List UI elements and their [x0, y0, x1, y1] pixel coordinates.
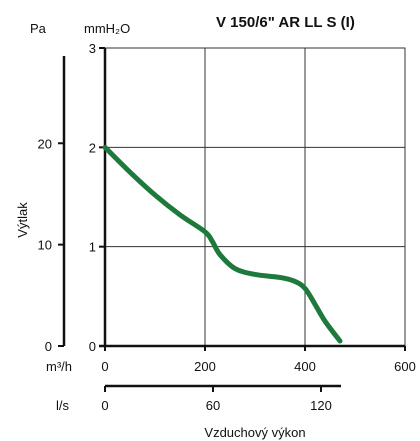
- ls-unit-label: l/s: [56, 398, 70, 413]
- pa-unit-label: Pa: [30, 21, 47, 36]
- fan-curve-point: [104, 146, 106, 148]
- fan-curve-point: [314, 303, 316, 305]
- fan-curve-point: [324, 320, 326, 322]
- fan-curve-point: [279, 276, 281, 278]
- m3h-tick-label: 0: [101, 359, 108, 374]
- ls-tick-label: 60: [206, 398, 220, 413]
- x-axis-label: Vzduchový výkon: [204, 425, 305, 440]
- primary-x-axis: 0 200 400 600: [99, 344, 416, 374]
- ls-tick-label: 0: [101, 398, 108, 413]
- fan-curve-point: [339, 340, 341, 342]
- fan-curve-point: [234, 268, 236, 270]
- pa-tick-label: 0: [45, 339, 52, 354]
- plot-frame: [104, 47, 406, 347]
- primary-y-axis: 0 1 2 3: [89, 41, 107, 354]
- mmh2o-tick-label: 1: [89, 240, 96, 255]
- fan-curve-point: [212, 241, 213, 243]
- secondary-x-axis: 0 60 120: [101, 384, 341, 413]
- fan-curve-point: [179, 214, 181, 216]
- pa-tick-label: 10: [38, 238, 52, 253]
- chart-title: V 150/6" AR LL S (I): [216, 14, 355, 31]
- mmh2o-unit-label: mmH₂O: [84, 21, 130, 36]
- m3h-tick-label: 600: [394, 359, 416, 374]
- mmh2o-tick-label: 0: [89, 339, 96, 354]
- fan-curve-point: [154, 194, 156, 196]
- series: [102, 144, 343, 344]
- ls-tick-label: 120: [310, 398, 332, 413]
- grid: [104, 47, 406, 347]
- fan-curve-point: [204, 231, 206, 233]
- m3h-tick-label: 200: [194, 359, 216, 374]
- secondary-y-axis: 0 10 20: [38, 56, 66, 354]
- fan-curve-point: [129, 171, 131, 173]
- y-axis-label: Výtlak: [15, 202, 30, 238]
- fan-curve-point: [219, 254, 221, 256]
- fan-curve-point: [304, 287, 306, 289]
- m3h-tick-label: 400: [294, 359, 316, 374]
- pa-tick-label: 20: [38, 136, 52, 151]
- m3h-unit-label: m³/h: [46, 359, 72, 374]
- mmh2o-tick-label: 3: [89, 41, 96, 56]
- fan-curve-point: [254, 273, 256, 275]
- mmh2o-tick-label: 2: [89, 140, 96, 155]
- fan-curve-point: [294, 280, 296, 282]
